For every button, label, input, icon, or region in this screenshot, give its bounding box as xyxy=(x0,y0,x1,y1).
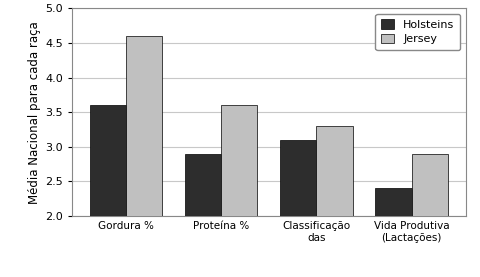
Bar xyxy=(90,105,126,277)
Legend: Holsteins, Jersey: Holsteins, Jersey xyxy=(375,14,460,50)
Bar xyxy=(126,36,162,277)
Bar xyxy=(375,188,411,277)
Bar xyxy=(280,140,316,277)
Bar xyxy=(316,126,352,277)
Bar xyxy=(185,154,221,277)
Y-axis label: Média Nacional para cada raça: Média Nacional para cada raça xyxy=(28,21,41,204)
Bar xyxy=(411,154,448,277)
Bar xyxy=(221,105,257,277)
